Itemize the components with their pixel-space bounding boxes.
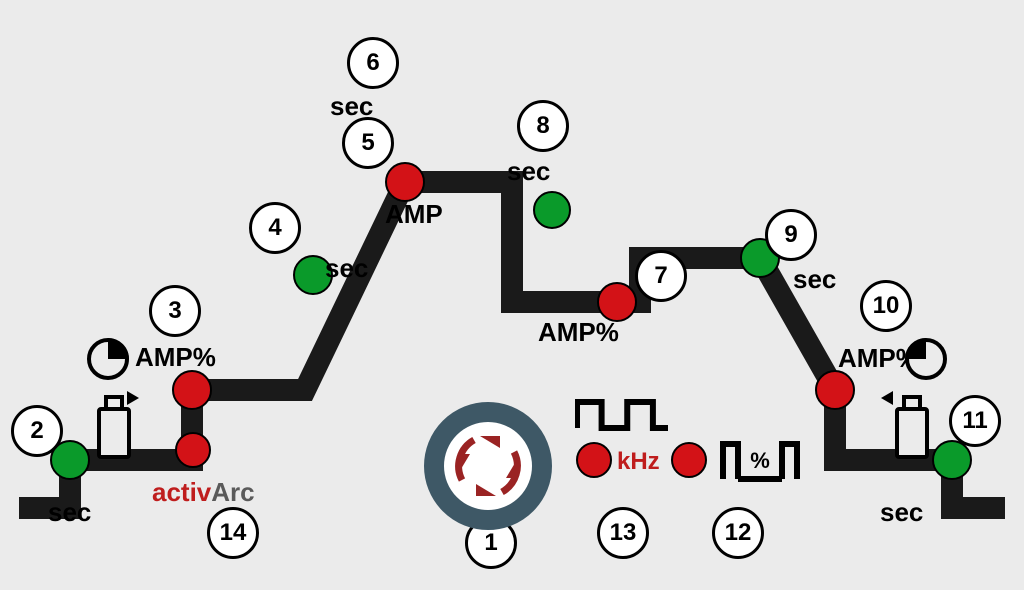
rotary-dial[interactable] xyxy=(424,402,552,530)
label-sec4: sec xyxy=(325,253,368,284)
badge-9: 9 xyxy=(765,209,817,261)
led-p13a xyxy=(576,442,612,478)
brand-activarc: activArc xyxy=(152,477,255,508)
gas-cylinder-icon-1 xyxy=(97,395,131,459)
label-sec8: sec xyxy=(507,156,550,187)
badge-13: 13 xyxy=(597,507,649,559)
pulse-waveform-icon xyxy=(575,398,670,432)
label-amp3: AMP% xyxy=(135,342,216,373)
led-p3 xyxy=(172,370,212,410)
svg-text:%: % xyxy=(750,448,770,473)
badge-7: 7 xyxy=(635,250,687,302)
label-sec11: sec xyxy=(880,497,923,528)
led-p14 xyxy=(175,432,211,468)
pulse-duty-icon: % xyxy=(720,438,800,482)
badge-10: 10 xyxy=(860,280,912,332)
badge-12: 12 xyxy=(712,507,764,559)
label-amp7: AMP% xyxy=(538,317,619,348)
led-p7 xyxy=(597,282,637,322)
label-sec9: sec xyxy=(793,264,836,295)
badge-8: 8 xyxy=(517,100,569,152)
diagram-stage: { "canvas":{"w":1024,"h":590,"bg":"#ebeb… xyxy=(0,0,1024,590)
badge-6: 6 xyxy=(347,37,399,89)
badge-14: 14 xyxy=(207,507,259,559)
led-p5 xyxy=(385,162,425,202)
led-p10 xyxy=(815,370,855,410)
badge-3: 3 xyxy=(149,285,201,337)
clock-icon-2 xyxy=(905,338,947,380)
led-sec8 xyxy=(533,191,571,229)
badge-4: 4 xyxy=(249,202,301,254)
label-sec2: sec xyxy=(48,497,91,528)
badge-2: 2 xyxy=(11,405,63,457)
label-khz: kHz xyxy=(617,448,660,476)
badge-11: 11 xyxy=(949,395,1001,447)
led-p11 xyxy=(932,440,972,480)
label-amp5: AMP xyxy=(385,199,443,230)
led-p13b xyxy=(671,442,707,478)
badge-5: 5 xyxy=(342,117,394,169)
clock-icon-1 xyxy=(87,338,129,380)
label-sec6: sec xyxy=(330,91,373,122)
gas-cylinder-icon-2 xyxy=(895,395,929,459)
